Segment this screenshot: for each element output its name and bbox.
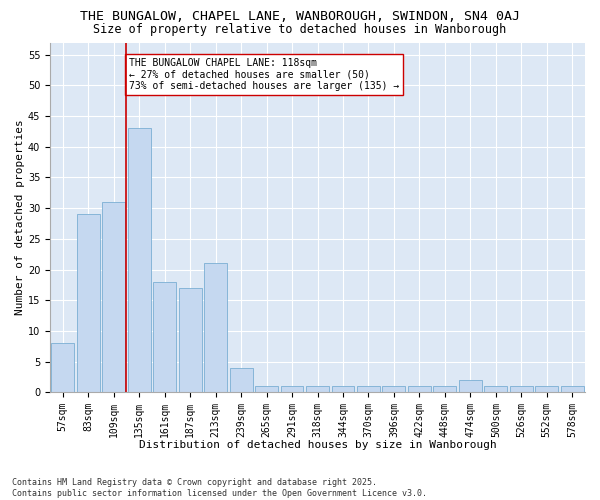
Bar	[306, 386, 329, 392]
Bar	[561, 386, 584, 392]
Bar	[382, 386, 406, 392]
Bar	[459, 380, 482, 392]
Text: THE BUNGALOW CHAPEL LANE: 118sqm
← 27% of detached houses are smaller (50)
73% o: THE BUNGALOW CHAPEL LANE: 118sqm ← 27% o…	[129, 58, 399, 91]
Bar	[510, 386, 533, 392]
Text: Contains HM Land Registry data © Crown copyright and database right 2025.
Contai: Contains HM Land Registry data © Crown c…	[12, 478, 427, 498]
Bar	[230, 368, 253, 392]
Bar	[255, 386, 278, 392]
Bar	[102, 202, 125, 392]
Bar	[535, 386, 558, 392]
Bar	[179, 288, 202, 392]
Bar	[128, 128, 151, 392]
Bar	[204, 264, 227, 392]
Bar	[281, 386, 304, 392]
Bar	[51, 343, 74, 392]
Text: THE BUNGALOW, CHAPEL LANE, WANBOROUGH, SWINDON, SN4 0AJ: THE BUNGALOW, CHAPEL LANE, WANBOROUGH, S…	[80, 10, 520, 23]
Text: Size of property relative to detached houses in Wanborough: Size of property relative to detached ho…	[94, 22, 506, 36]
Bar	[408, 386, 431, 392]
Bar	[153, 282, 176, 392]
Bar	[332, 386, 355, 392]
Bar	[77, 214, 100, 392]
Bar	[433, 386, 457, 392]
X-axis label: Distribution of detached houses by size in Wanborough: Distribution of detached houses by size …	[139, 440, 496, 450]
Y-axis label: Number of detached properties: Number of detached properties	[15, 120, 25, 316]
Bar	[357, 386, 380, 392]
Bar	[484, 386, 507, 392]
